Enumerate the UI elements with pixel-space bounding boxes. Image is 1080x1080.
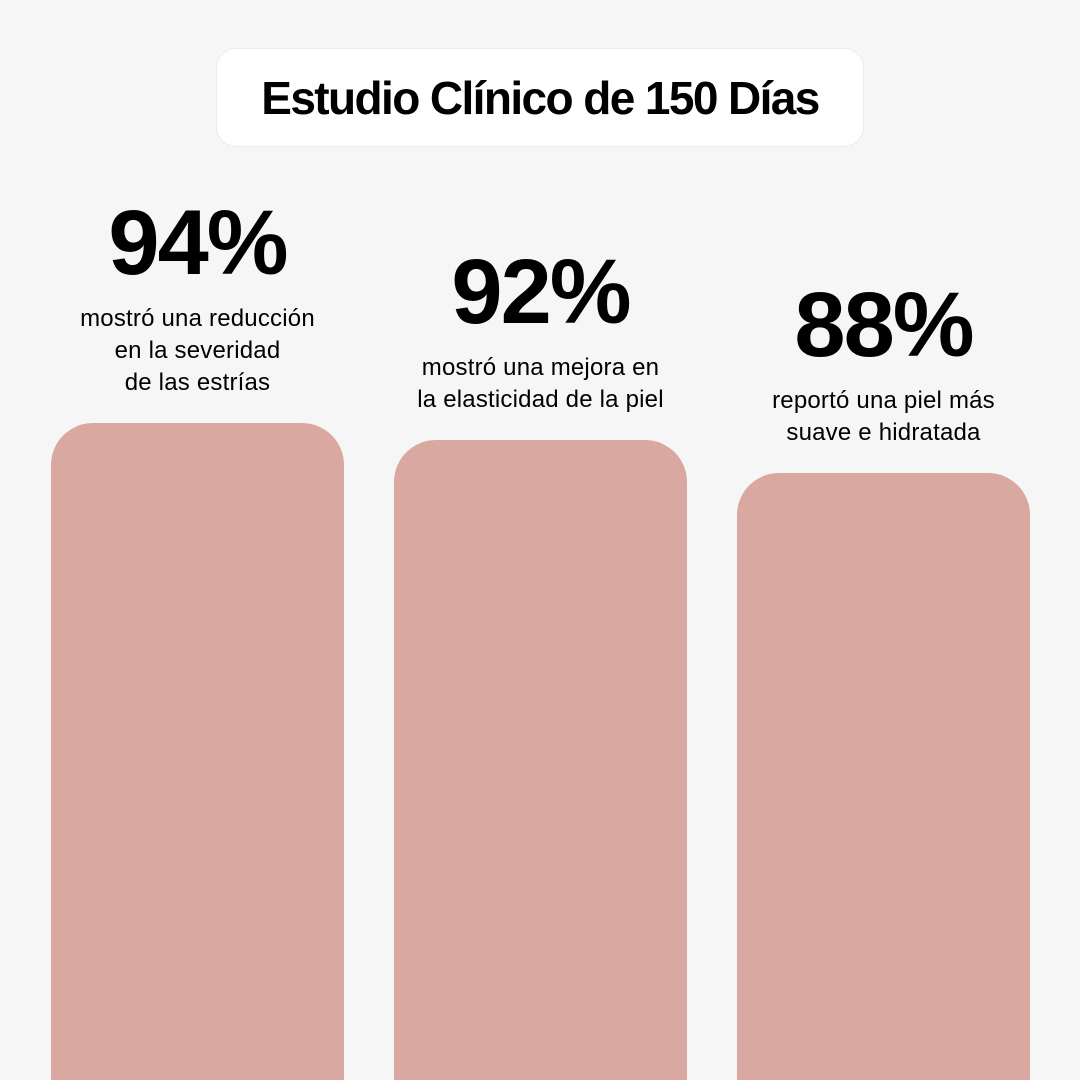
chart-title: Estudio Clínico de 150 Días — [261, 71, 820, 124]
title-card: Estudio Clínico de 150 Días — [216, 48, 864, 147]
bar-value-label-3: 88% — [794, 273, 974, 376]
bar-description-3: reportó una piel más suave e hidratada — [772, 386, 995, 446]
bar-value-label-1: 94% — [108, 192, 288, 294]
bar-1 — [51, 423, 344, 1080]
bar-value-label-2: 92% — [451, 240, 631, 343]
bar-description-1: mostró una reducción en la severidad de … — [80, 305, 315, 396]
bar-description-2: mostró una mejora en la elasticidad de l… — [417, 353, 664, 413]
bar-3 — [737, 472, 1030, 1080]
bar-2 — [394, 439, 687, 1080]
